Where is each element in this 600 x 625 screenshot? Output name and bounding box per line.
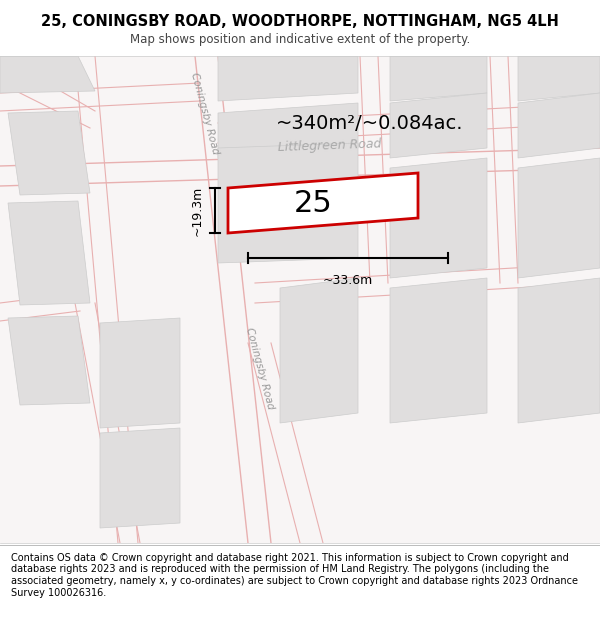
Polygon shape (228, 173, 418, 233)
Polygon shape (518, 93, 600, 158)
Text: Map shows position and indicative extent of the property.: Map shows position and indicative extent… (130, 33, 470, 46)
Text: Coningsby Road: Coningsby Road (244, 326, 276, 410)
Polygon shape (390, 278, 487, 423)
Polygon shape (218, 56, 358, 101)
Text: Littlegreen Road: Littlegreen Road (278, 138, 382, 154)
Polygon shape (100, 318, 180, 428)
Polygon shape (518, 278, 600, 423)
Polygon shape (8, 201, 90, 305)
Polygon shape (8, 111, 90, 195)
Text: Contains OS data © Crown copyright and database right 2021. This information is : Contains OS data © Crown copyright and d… (11, 553, 578, 598)
Text: ~33.6m: ~33.6m (323, 274, 373, 287)
Polygon shape (390, 158, 487, 278)
Polygon shape (8, 316, 90, 405)
Polygon shape (280, 278, 358, 423)
Polygon shape (390, 93, 487, 158)
Polygon shape (518, 56, 600, 101)
Polygon shape (518, 158, 600, 278)
Text: ~19.3m: ~19.3m (191, 186, 203, 236)
Text: Coningsby Road: Coningsby Road (189, 71, 221, 155)
Polygon shape (390, 56, 487, 101)
Text: 25, CONINGSBY ROAD, WOODTHORPE, NOTTINGHAM, NG5 4LH: 25, CONINGSBY ROAD, WOODTHORPE, NOTTINGH… (41, 14, 559, 29)
Polygon shape (218, 103, 358, 158)
Text: ~340m²/~0.084ac.: ~340m²/~0.084ac. (276, 114, 464, 132)
Text: 25: 25 (293, 189, 332, 218)
Polygon shape (0, 56, 95, 93)
Polygon shape (218, 143, 358, 263)
Polygon shape (100, 428, 180, 528)
